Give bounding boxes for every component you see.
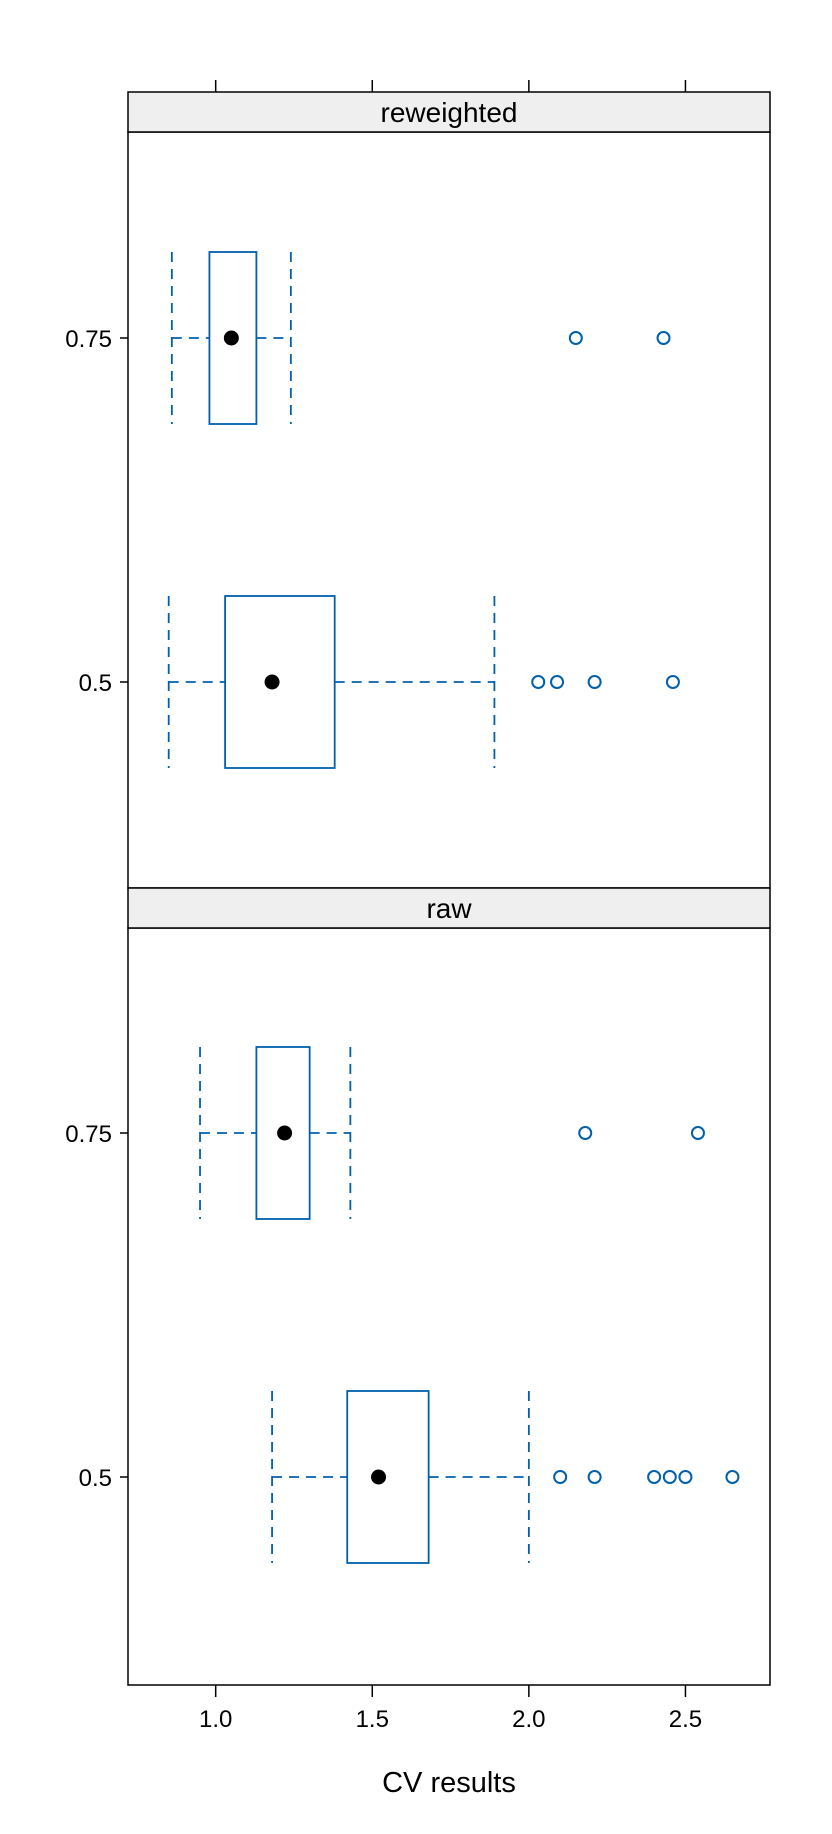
- x-axis-label: CV results: [382, 1767, 516, 1799]
- outlier-point: [578, 1126, 593, 1140]
- panel-frame: [127, 131, 771, 889]
- y-tick-label: 0.75: [65, 326, 112, 353]
- outlier-point: [662, 1470, 677, 1484]
- panel-raw: raw 0.75 0.5: [65, 887, 771, 1686]
- y-tick-label: 0.75: [65, 1121, 112, 1148]
- x-tick-label: 2.0: [512, 1706, 545, 1733]
- outlier-point: [568, 331, 583, 345]
- median-point: [223, 330, 239, 346]
- bottom-axis: 1.0 1.5 2.0 2.5: [199, 1685, 702, 1733]
- y-tick-label: 0.5: [79, 1465, 112, 1492]
- outlier-point: [553, 1470, 568, 1484]
- median-point: [264, 674, 280, 690]
- strip-background: [127, 91, 771, 133]
- strip-label: raw: [426, 893, 472, 924]
- x-tick-label: 1.0: [199, 1706, 232, 1733]
- outlier-point: [531, 675, 546, 689]
- outlier-point: [587, 675, 602, 689]
- median-point: [277, 1125, 293, 1141]
- strip-background: [127, 887, 771, 929]
- outlier-point: [550, 675, 565, 689]
- box: [208, 251, 258, 425]
- top-axis-ticks: [214, 80, 687, 92]
- box: [255, 1046, 311, 1220]
- box: [346, 1390, 430, 1564]
- outlier-point: [678, 1470, 693, 1484]
- panel-frame: [127, 927, 771, 1686]
- strip-label: reweighted: [381, 97, 518, 128]
- x-tick-label: 1.5: [356, 1706, 389, 1733]
- x-tick-label: 2.5: [669, 1706, 702, 1733]
- outlier-point: [725, 1470, 740, 1484]
- y-tick-label: 0.5: [79, 670, 112, 697]
- outlier-point: [656, 331, 671, 345]
- median-point: [371, 1469, 387, 1485]
- outlier-point: [665, 675, 680, 689]
- box: [224, 595, 336, 769]
- outlier-point: [690, 1126, 705, 1140]
- panel-reweighted: reweighted 0.75 0.5: [65, 91, 771, 889]
- outlier-point: [647, 1470, 662, 1484]
- outlier-point: [587, 1470, 602, 1484]
